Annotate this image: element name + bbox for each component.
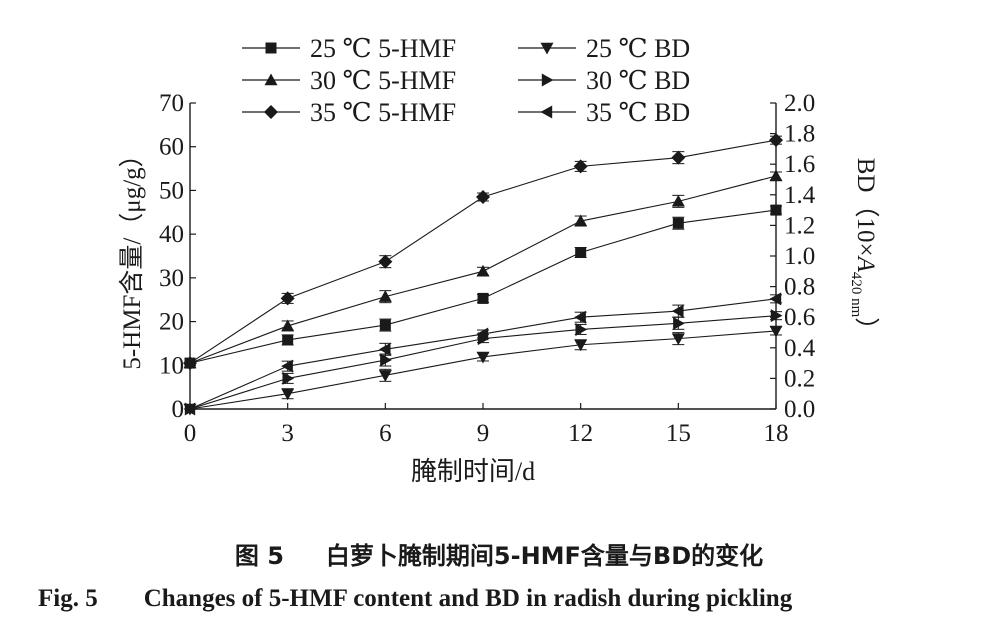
data-point <box>671 333 685 346</box>
y-right-tick-label: 1.8 <box>784 121 815 148</box>
data-point <box>769 133 783 148</box>
y-right-tick-label: 2.0 <box>784 90 815 117</box>
data-point <box>575 322 588 336</box>
y-right-tick-label: 1.0 <box>784 243 815 270</box>
data-point <box>671 150 686 165</box>
data-point <box>476 327 489 341</box>
legend-marker <box>265 42 277 54</box>
data-point <box>476 264 490 277</box>
caption-chinese-label: 图 5 <box>234 542 284 570</box>
y-left-tick-label: 10 <box>159 352 184 379</box>
data-point <box>281 359 293 373</box>
y-left-tick-label: 50 <box>159 177 184 204</box>
series-5 <box>183 292 782 416</box>
legend-label: 25 ℃ 5-HMF <box>310 34 456 63</box>
data-point <box>574 214 588 227</box>
data-point <box>280 291 295 306</box>
data-point <box>575 247 587 259</box>
y-right-axis-label: BD（10×A420 nm） <box>848 158 880 343</box>
data-point <box>282 371 295 385</box>
legend-marker <box>264 73 278 86</box>
data-point <box>378 254 393 269</box>
legend-entry-5: 35 ℃ BD <box>518 98 690 127</box>
data-point <box>378 370 392 382</box>
y-right-tick-label: 1.2 <box>784 212 815 239</box>
y-left-axis-label: 5-HMF含量/（μg/g） <box>118 142 146 369</box>
y-right-tick-label: 1.6 <box>784 151 815 178</box>
series-3 <box>183 325 783 416</box>
y-left-tick-label: 0 <box>172 396 185 423</box>
x-tick-label: 3 <box>281 420 294 447</box>
legend-entry-0: 25 ℃ 5-HMF <box>242 34 456 63</box>
data-point <box>282 334 294 346</box>
data-point <box>183 356 197 371</box>
y-left-tick-label: 40 <box>159 221 184 248</box>
series-2 <box>183 133 783 371</box>
legend-marker <box>540 105 553 119</box>
chart: 0 3 6 9 12 15 18 0 10 20 30 40 50 60 70 0.0 0.2 0.4 0.6 0.8… <box>118 34 880 486</box>
data-point <box>476 189 490 204</box>
series-0 <box>184 204 782 369</box>
legend-marker <box>540 42 554 55</box>
caption-chinese-text: 白萝卜腌制期间5-HMF含量与BD的变化 <box>325 542 764 570</box>
legend-marker <box>541 73 554 87</box>
x-tick-label: 12 <box>568 420 593 447</box>
caption-english: Fig. 5 Changes of 5-HMF content and BD in… <box>38 585 792 613</box>
data-point <box>769 169 783 182</box>
x-axis-label: 腌制时间/d <box>411 457 535 486</box>
legend-entry-1: 30 ℃ 5-HMF <box>242 66 456 95</box>
data-point <box>769 292 782 306</box>
y-right-tick-label: 0.0 <box>784 396 815 423</box>
data-point <box>476 351 490 364</box>
data-point <box>673 316 685 330</box>
legend-label: 35 ℃ BD <box>586 98 690 127</box>
y-right-tick-label: 0.4 <box>784 335 816 362</box>
y-right-tick-label: 0.8 <box>784 274 815 301</box>
x-tick-label: 15 <box>666 420 691 447</box>
data-point <box>380 353 392 367</box>
data-point <box>672 217 684 229</box>
y-right-tick-label: 0.6 <box>784 304 815 331</box>
data-point <box>378 342 391 356</box>
caption-english-label: Fig. 5 <box>38 585 98 612</box>
data-point <box>573 159 588 174</box>
x-tick-label: 18 <box>764 420 789 447</box>
y-left-tick-label: 70 <box>159 90 184 117</box>
data-point <box>770 309 783 323</box>
y-left-tick-label: 60 <box>159 134 184 161</box>
data-point <box>770 204 782 216</box>
legend-entry-4: 30 ℃ BD <box>518 66 690 95</box>
legend-label: 30 ℃ BD <box>586 66 690 95</box>
data-point <box>769 325 783 338</box>
y-right-tick-label: 0.2 <box>784 365 815 392</box>
x-tick-label: 9 <box>477 420 490 447</box>
data-point <box>671 304 684 318</box>
legend-entry-3: 25 ℃ BD <box>518 34 690 63</box>
legend-label: 25 ℃ BD <box>586 34 690 63</box>
data-point <box>671 194 685 207</box>
x-tick-label: 0 <box>184 420 197 447</box>
x-tick-label: 6 <box>379 420 392 447</box>
caption-english-text: Changes of 5-HMF content and BD in radis… <box>143 585 793 612</box>
caption-chinese: 图 5 白萝卜腌制期间5-HMF含量与BD的变化 <box>0 536 998 571</box>
data-point <box>574 339 588 352</box>
y-right-tick-label: 1.4 <box>784 182 816 209</box>
legend-marker <box>264 105 278 119</box>
y-left-tick-label: 30 <box>159 265 184 292</box>
data-point <box>183 402 196 416</box>
y-left-tick-label: 20 <box>159 309 184 336</box>
data-point <box>379 319 391 331</box>
data-point <box>281 319 295 332</box>
data-point <box>574 310 586 324</box>
legend-entry-2: 35 ℃ 5-HMF <box>242 98 456 127</box>
data-point <box>378 290 392 302</box>
data-point <box>281 388 295 401</box>
legend-label: 30 ℃ 5-HMF <box>310 66 456 95</box>
legend-label: 35 ℃ 5-HMF <box>310 98 456 127</box>
series-4 <box>184 309 783 416</box>
data-point <box>477 292 489 304</box>
